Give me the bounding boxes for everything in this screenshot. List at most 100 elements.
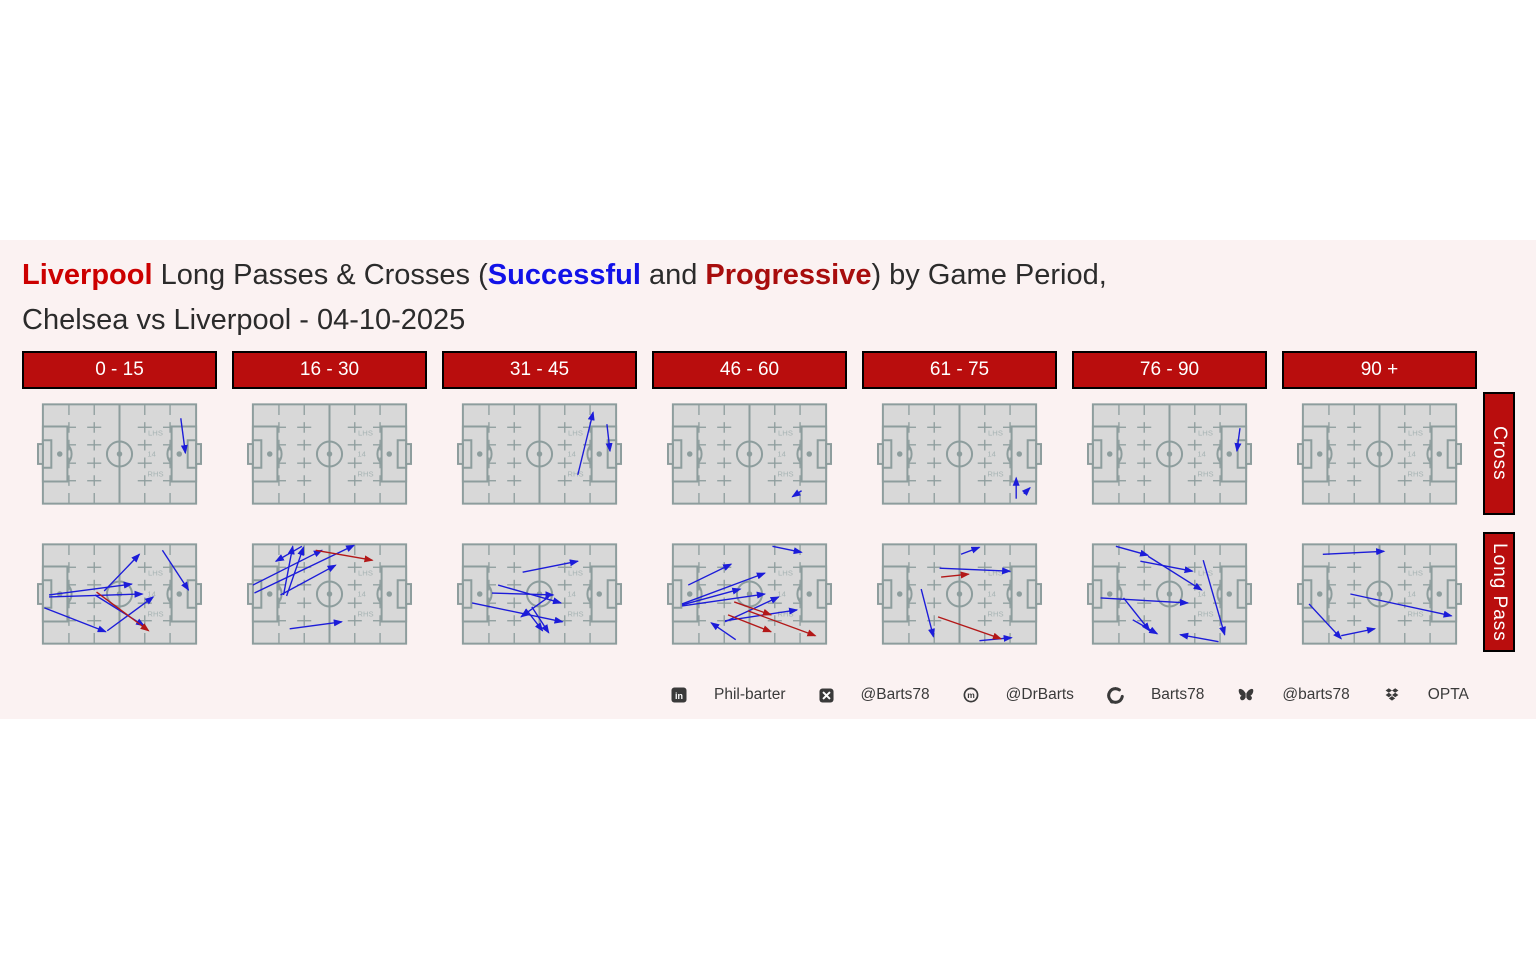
pitch-cross-16-30: LHS 14 RHS [246,403,413,505]
successful-pass-arrow [1115,545,1150,557]
progressive-pass-arrow [315,549,374,563]
successful-pass-arrow [1021,486,1031,496]
zone-label-14: 14 [1407,450,1416,459]
successful-pass-arrow [939,567,1012,575]
x-icon [818,687,834,703]
successful-pass-arrow [1350,593,1453,618]
successful-pass-arrow [48,581,133,596]
successful-pass-arrow [772,545,803,555]
chart-band: Liverpool Long Passes & Crosses (Success… [0,240,1536,719]
zone-label-lhs: LHS [1198,568,1213,577]
successful-pass-arrow [289,619,343,630]
period-header-label: 90 + [1360,359,1399,380]
zone-label-rhs: RHS [357,609,373,618]
successful-pass-arrow [254,544,356,594]
bluesky-icon [1237,687,1255,703]
progressive-pass-arrow [727,614,773,633]
zone-label-lhs: LHS [568,428,583,437]
title-segment: Successful [487,259,641,291]
successful-pass-arrow [681,572,766,605]
successful-pass-arrow [1202,560,1226,636]
period-header: 76 - 90 [1072,351,1267,389]
successful-pass-arrow [525,608,544,632]
successful-pass-arrow [44,607,107,633]
successful-pass-arrow [791,489,802,498]
linkedin-icon: in [671,687,687,703]
footer-handle: Barts78 [1150,686,1205,703]
zone-label-rhs: RHS [1407,609,1423,618]
pitch-cross-46-60: LHS 14 RHS [666,403,833,505]
title-segment: Long Passes & Crosses ( [152,259,488,291]
period-header-label: 61 - 75 [929,359,990,380]
footer-handle: OPTA [1427,686,1469,703]
successful-pass-arrow [1140,560,1194,574]
successful-pass-arrow [681,591,767,607]
successful-pass-arrow [1179,632,1219,643]
pitch-long-pass-0-15: LHS 14 RHS [36,543,203,645]
zone-label-14: 14 [1407,590,1416,599]
zone-label-lhs: LHS [148,428,163,437]
title-segment: Progressive [705,259,872,291]
successful-pass-arrow [106,596,155,632]
zone-label-14: 14 [567,450,576,459]
pitch-long-pass-61-75: LHS 14 RHS [876,543,1043,645]
footer-credits: in Phil-barter @Barts78 m @DrBarts Barts78 @ba… [671,686,1469,704]
period-header-label: 46 - 60 [719,359,780,380]
successful-pass-arrow [520,596,550,618]
zone-label-lhs: LHS [148,568,163,577]
period-header: 31 - 45 [442,351,637,389]
zone-label-lhs: LHS [778,568,793,577]
pitch-cross-31-45: LHS 14 RHS [456,403,623,505]
period-header-label: 31 - 45 [509,359,570,380]
zone-label-lhs: LHS [988,568,1003,577]
zone-label-lhs: LHS [1408,568,1423,577]
period-header-label: 76 - 90 [1139,359,1200,380]
zone-label-rhs: RHS [357,469,373,478]
progressive-pass-arrow [937,616,1003,640]
successful-pass-arrow [681,587,742,606]
zone-label-rhs: RHS [147,469,163,478]
successful-pass-arrow [1122,597,1151,632]
successful-pass-arrow [1147,555,1203,591]
successful-pass-arrow [491,591,555,599]
zone-label-14: 14 [987,590,996,599]
zone-label-rhs: RHS [147,609,163,618]
long-pass-row: LHS 14 RHS LHS 14 RHS LHS 14 RHS LHS 14 RHS LHS 14 RHS… [22,539,1477,649]
title-segment: and [640,259,706,291]
zone-label-14: 14 [987,450,996,459]
dropbox-icon [1383,687,1401,703]
zone-label-rhs: RHS [987,609,1003,618]
title-segment: Liverpool [22,259,153,291]
footer-handle: @Barts78 [860,686,930,703]
successful-pass-arrow [522,559,580,573]
title-line2: Chelsea vs Liverpool - 04-10-2025 [22,304,466,336]
footer-item: Barts78 [1107,686,1204,704]
footer-handle: @barts78 [1282,686,1350,703]
mastodon-icon: m [963,687,979,703]
github-icon [1107,686,1124,704]
period-header: 0 - 15 [22,351,217,389]
successful-pass-arrow [280,564,337,596]
zone-label-14: 14 [1197,590,1206,599]
successful-pass-arrow [471,602,564,624]
zone-label-rhs: RHS [777,469,793,478]
successful-pass-arrow [1308,603,1343,640]
zone-label-14: 14 [357,450,366,459]
pitch-cross-0-15: LHS 14 RHS [36,403,203,505]
period-header: 46 - 60 [652,351,847,389]
successful-pass-arrow [960,546,981,555]
zone-label-14: 14 [1197,450,1206,459]
successful-pass-arrow [687,563,733,586]
pitch-long-pass-90+: LHS 14 RHS [1296,543,1463,645]
pitch-long-pass-31-45: LHS 14 RHS [456,543,623,645]
title-line1: Liverpool Long Passes & Crosses (Success… [22,253,1107,298]
zone-label-lhs: LHS [1198,428,1213,437]
successful-pass-arrow [1100,597,1190,606]
successful-pass-arrow [1322,548,1386,556]
footer-item: in Phil-barter [671,686,786,704]
footer-item: @Barts78 [818,686,930,704]
successful-pass-arrow [103,553,141,592]
zone-label-rhs: RHS [567,469,583,478]
long-pass-row-label: Long Pass [1483,532,1515,652]
